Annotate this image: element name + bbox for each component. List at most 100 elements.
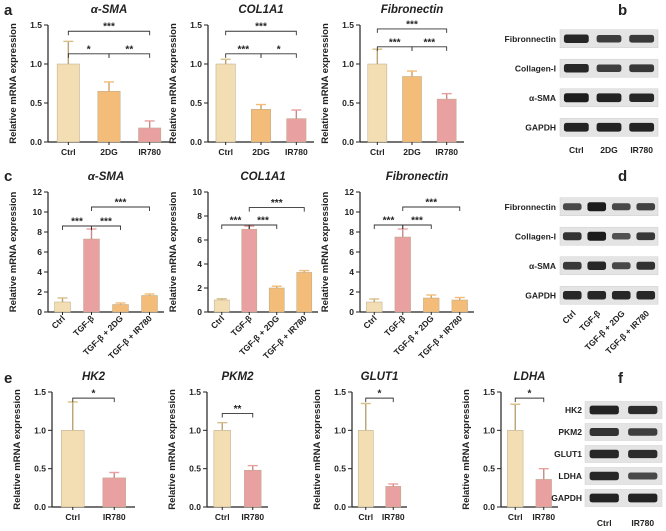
blot-lane-label: Ctrl xyxy=(569,145,584,155)
significance-bracket xyxy=(514,397,545,403)
panel-letter-b: b xyxy=(618,2,627,19)
blot-row-label: PKM2 xyxy=(558,427,582,437)
x-tick-label: Ctrl xyxy=(61,147,76,157)
chart-a1: α-SMA Relative mRNA expression 0.0 0.5 1.0 1.… xyxy=(8,4,170,157)
bar xyxy=(61,430,85,508)
y-tick-label: 0.0 xyxy=(34,502,46,512)
x-tick-label: 2DG xyxy=(100,147,118,157)
significance-bracket xyxy=(67,30,151,36)
y-tick-label: 1.5 xyxy=(190,20,202,30)
y-axis-label: Relative mRNA expression xyxy=(12,389,23,510)
blot-band xyxy=(563,93,589,103)
y-tick-label: 1.5 xyxy=(342,20,354,30)
blot-strip xyxy=(559,256,659,275)
y-tick-label: 1.0 xyxy=(30,59,42,69)
y-tick-label: 0.0 xyxy=(483,502,495,512)
y-tick-label: 1.5 xyxy=(189,387,201,397)
x-tick-label: IR780 xyxy=(382,512,405,522)
blot-row-label: Collagen-I xyxy=(515,231,556,241)
blot-row-label: Collagen-I xyxy=(515,63,556,73)
chart-a3: Fibronectin Relative mRNA expression 0.0 0.… xyxy=(320,4,464,157)
y-axis-label: Relative mRNA expression xyxy=(461,389,472,510)
y-tick-label: 4 xyxy=(349,267,354,277)
blot-band xyxy=(596,35,622,43)
y-tick-label: 1.0 xyxy=(190,59,202,69)
y-axis-label: Relative mRNA expression xyxy=(320,23,331,144)
x-tick-label: TGF-β xyxy=(71,313,96,338)
significance-label: ** xyxy=(125,44,133,55)
bar xyxy=(507,430,524,508)
y-tick-label: 0.5 xyxy=(34,464,46,474)
blot-band xyxy=(563,122,589,132)
blot-band xyxy=(562,232,582,241)
y-tick-label: 1.5 xyxy=(334,387,346,397)
panel-letter-e: e xyxy=(4,370,12,387)
chart-title: Fibronectin xyxy=(386,171,449,183)
significance-label: *** xyxy=(100,217,112,228)
y-tick-label: 10 xyxy=(33,207,43,217)
blot-band xyxy=(628,449,658,459)
blot-band xyxy=(611,291,631,300)
blot-band xyxy=(611,233,631,240)
bar xyxy=(97,91,121,143)
blot-row-label: α-SMA xyxy=(529,261,556,271)
blot-band xyxy=(596,93,622,103)
bar xyxy=(102,477,126,508)
panel-letter-a: a xyxy=(4,2,13,19)
y-tick-label: 12 xyxy=(345,187,355,197)
y-tick-label: 6 xyxy=(197,235,202,245)
bar xyxy=(385,486,402,508)
y-tick-label: 1.0 xyxy=(334,425,346,435)
chart-e3: GLUT1 Relative mRNA expression 0.0 0.5 1.0 1.… xyxy=(312,371,407,522)
x-tick-label: IR780 xyxy=(138,147,161,157)
bar xyxy=(394,236,411,313)
y-tick-label: 1.5 xyxy=(34,387,46,397)
blot-band xyxy=(629,34,655,43)
y-tick-label: 8 xyxy=(197,211,202,221)
chart-c3: Fibronectin Relative mRNA expression 0 2 4 6 8… xyxy=(320,171,474,361)
bar xyxy=(436,98,457,143)
bar xyxy=(56,63,80,143)
significance-label: *** xyxy=(423,37,435,48)
bar xyxy=(213,299,230,313)
significance-label: *** xyxy=(230,216,242,227)
chart-a2: COL1A1 Relative mRNA expression 0.0 0.5 1.0 1… xyxy=(168,4,314,157)
chart-c2: COL1A1 Relative mRNA expression 0 2 4 6 8 10 Ctr… xyxy=(168,171,318,361)
y-tick-label: 0.5 xyxy=(483,464,495,474)
y-tick-label: 8 xyxy=(37,227,42,237)
blot-band xyxy=(589,449,619,459)
blot-row-label: GAPDH xyxy=(525,122,556,132)
bar xyxy=(83,238,100,313)
blot-b: Fibronnectin Collagen-I α-SMA GAPDH Ctrl 2DG I… xyxy=(505,29,659,155)
y-tick-label: 8 xyxy=(349,227,354,237)
bar xyxy=(141,295,158,313)
significance-label: *** xyxy=(406,19,418,30)
significance-label: *** xyxy=(257,216,269,227)
bar xyxy=(451,299,468,313)
blot-row-label: GLUT1 xyxy=(554,449,582,459)
panel-letter-c: c xyxy=(4,168,12,185)
bar xyxy=(296,272,313,313)
blot-row-label: Fibronnectin xyxy=(505,202,556,212)
blot-band xyxy=(589,493,619,503)
significance-bracket xyxy=(225,30,297,36)
blot-lane-label: IR780 xyxy=(630,145,653,155)
significance-label: *** xyxy=(237,44,249,55)
blot-band xyxy=(636,203,656,211)
bar xyxy=(367,63,388,143)
significance-label: *** xyxy=(115,198,127,209)
x-tick-label: Ctrl xyxy=(218,147,233,157)
y-tick-label: 0 xyxy=(37,307,42,317)
blot-band xyxy=(587,202,607,212)
blot-row-label: GAPDH xyxy=(551,493,582,503)
blot-band xyxy=(628,405,658,415)
significance-label: * xyxy=(277,44,281,55)
y-tick-label: 1.5 xyxy=(30,20,42,30)
x-tick-label: IR780 xyxy=(435,147,458,157)
y-tick-label: 12 xyxy=(33,187,43,197)
significance-bracket xyxy=(248,207,305,212)
y-tick-label: 0.5 xyxy=(190,98,202,108)
blot-band xyxy=(587,231,607,241)
blot-row-label: GAPDH xyxy=(525,290,556,300)
y-axis-label: Relative mRNA expression xyxy=(167,389,178,510)
